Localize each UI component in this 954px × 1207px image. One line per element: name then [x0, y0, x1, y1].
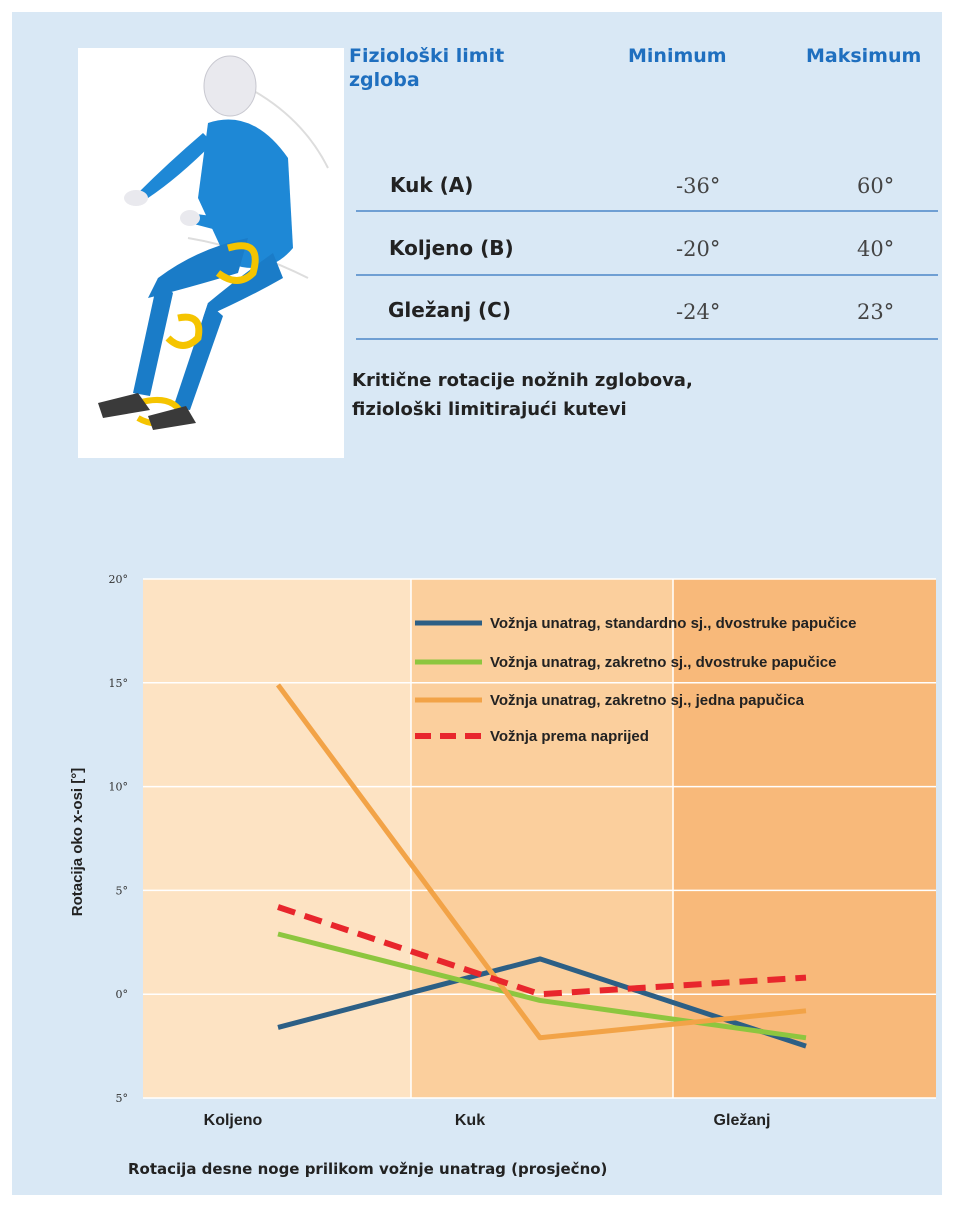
legend-label: Vožnja unatrag, zakretno sj., jedna papu…	[490, 692, 805, 709]
row-joint-glezanj: Gležanj (C)	[388, 298, 511, 322]
row-divider	[356, 338, 938, 340]
driver-illustration	[78, 48, 344, 458]
category-band	[143, 579, 411, 1098]
table-caption: Kritične rotacije nožnih zglobova, fizio…	[352, 370, 693, 420]
header-maximum: Maksimum	[806, 45, 922, 67]
y-tick-label: 15°	[109, 677, 129, 690]
driver-figure-icon	[98, 55, 329, 430]
y-tick-label: 5°	[116, 1092, 129, 1105]
row-max-koljeno: 40°	[857, 237, 895, 261]
x-axis-caption: Rotacija desne noge prilikom vožnje unat…	[128, 1160, 608, 1178]
series-line	[277, 931, 807, 1041]
series-line	[275, 683, 807, 1041]
legend-label: Vožnja prema naprijed	[490, 728, 649, 745]
x-tick-label: Kuk	[455, 1112, 485, 1129]
row-joint-kuk: Kuk (A)	[390, 173, 474, 197]
row-min-kuk: -36°	[676, 174, 721, 198]
header-minimum: Minimum	[628, 45, 727, 67]
x-tick-label: Koljeno	[204, 1112, 263, 1129]
y-tick-label: 0°	[116, 988, 129, 1001]
y-tick-label: 10°	[109, 781, 129, 794]
header-joint: Fiziološki limit zgloba	[349, 45, 505, 91]
y-axis-label: Rotacija oko x-osi [°]	[69, 768, 86, 917]
x-tick-label: Gležanj	[714, 1112, 771, 1129]
row-divider	[356, 274, 938, 276]
row-max-kuk: 60°	[857, 174, 895, 198]
series-line	[277, 904, 807, 998]
row-min-koljeno: -20°	[676, 237, 721, 261]
series-line	[277, 956, 807, 1049]
row-divider	[356, 210, 938, 212]
y-tick-label: 5°	[116, 884, 129, 897]
legend-label: Vožnja unatrag, standardno sj., dvostruk…	[490, 615, 856, 632]
row-joint-koljeno: Koljeno (B)	[389, 236, 514, 260]
row-min-glezanj: -24°	[676, 300, 721, 324]
row-max-glezanj: 23°	[857, 300, 895, 324]
legend-label: Vožnja unatrag, zakretno sj., dvostruke …	[490, 654, 836, 671]
y-tick-label: 20°	[109, 573, 129, 586]
